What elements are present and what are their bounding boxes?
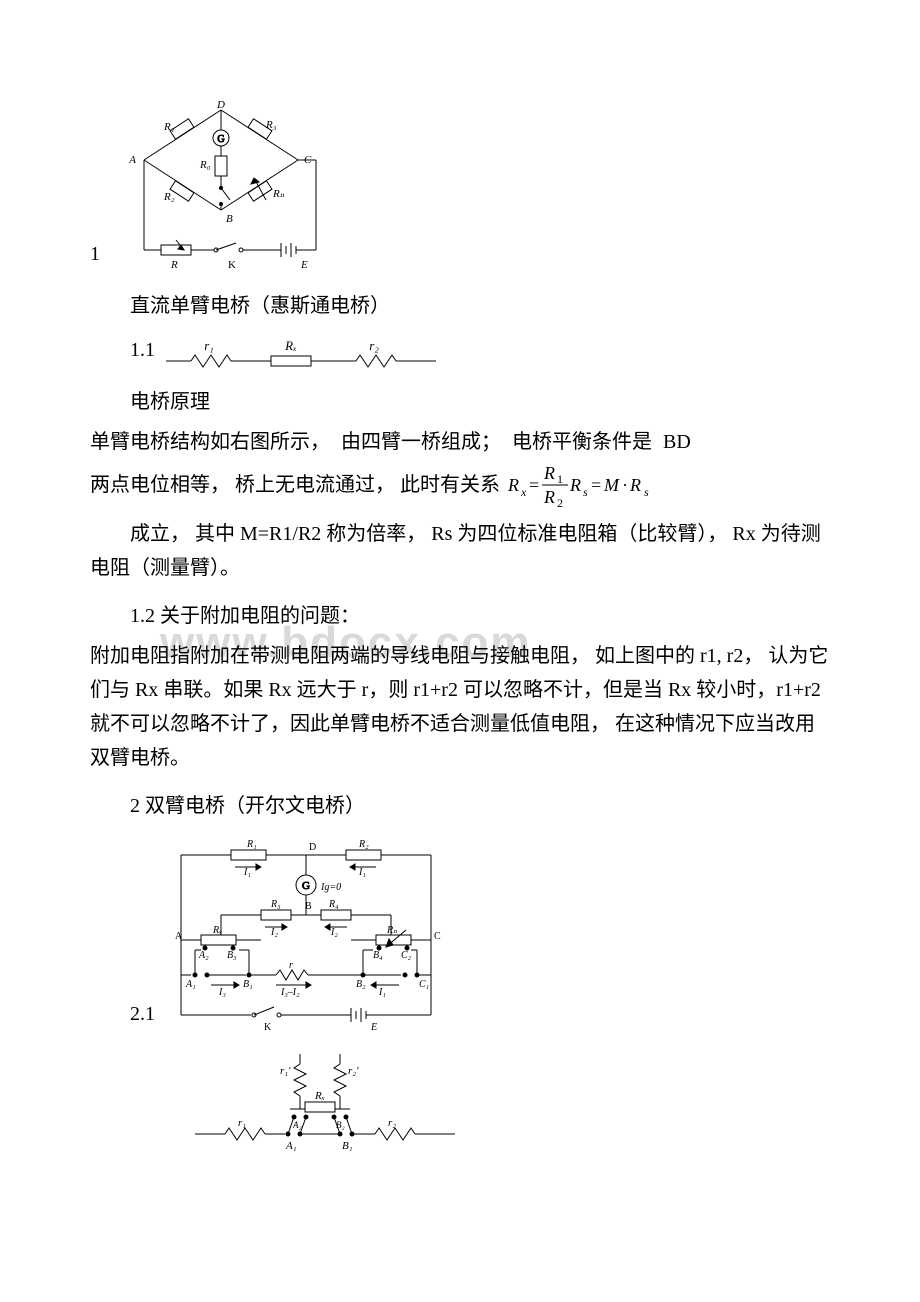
para-3: 成立， 其中 M=R1/R2 称为倍率， Rs 为四位标准电阻箱（比较臂）， R…	[90, 517, 830, 585]
figure-1-row: 1 G	[90, 100, 830, 275]
svg-text:G: G	[302, 880, 310, 892]
svg-text:2: 2	[557, 496, 563, 507]
svg-text:B₁: B₁	[342, 1140, 353, 1152]
svg-text:x: x	[520, 485, 527, 499]
figure-1-1-label: 1.1	[130, 333, 155, 371]
para-1: 单臂电桥结构如右图所示， 由四臂一桥组成； 电桥平衡条件是 BD	[90, 425, 830, 459]
svg-text:G: G	[217, 134, 224, 145]
svg-text:I₁: I₁	[358, 867, 366, 878]
svg-text:R: R	[629, 475, 641, 495]
svg-text:R₁: R₁	[163, 121, 175, 133]
section-1-2-title: 1.2 关于附加电阻的问题：	[90, 599, 830, 633]
figure-2-1-row: 2.1 G	[130, 835, 830, 1035]
svg-text:Rₙ: Rₙ	[386, 925, 397, 936]
svg-text:D: D	[309, 842, 316, 853]
svg-text:I₁: I₁	[243, 867, 251, 878]
svg-text:r₂: r₂	[388, 1117, 396, 1129]
svg-text:R₀: R₀	[199, 159, 211, 171]
svg-text:=: =	[591, 475, 601, 495]
svg-text:R: R	[507, 475, 519, 495]
svg-text:A₁: A₁	[285, 1140, 297, 1152]
svg-text:R₁: R₁	[246, 839, 257, 850]
para-2-formula: 两点电位相等， 桥上无电流通过， 此时有关系 R x = R 1 R 2 R s…	[90, 463, 830, 507]
svg-text:R: R	[170, 259, 178, 271]
svg-text:r₂: r₂	[369, 339, 379, 353]
svg-text:A: A	[128, 154, 136, 166]
svg-text:A: A	[175, 931, 183, 942]
svg-text:s: s	[644, 485, 649, 499]
svg-text:R₃: R₃	[270, 899, 281, 910]
svg-text:D: D	[216, 100, 225, 111]
svg-text:I₂: I₂	[330, 927, 338, 938]
svg-text:R₃: R₃	[265, 119, 277, 131]
svg-text:C₁: C₁	[419, 979, 429, 990]
svg-text:C: C	[434, 931, 441, 942]
svg-text:1: 1	[557, 472, 563, 486]
svg-text:Ig=0: Ig=0	[320, 882, 341, 893]
svg-text:B₁: B₁	[243, 979, 253, 990]
svg-text:A₂: A₂	[292, 1120, 302, 1130]
svg-text:=: =	[529, 475, 539, 495]
svg-text:R₂: R₂	[163, 191, 175, 203]
svg-text:C₂: C₂	[401, 950, 412, 961]
figure-1-1-row: 1.1 r₁ Rₓ r₂	[130, 333, 830, 371]
section-1-1-title: 电桥原理	[90, 385, 830, 419]
svg-text:R: R	[543, 463, 555, 483]
svg-text:r: r	[289, 960, 293, 971]
svg-text:r₁: r₁	[204, 339, 214, 353]
svg-text:r₁′: r₁′	[280, 1065, 291, 1077]
svg-text:A₁: A₁	[185, 979, 196, 990]
svg-text:R₄: R₄	[328, 899, 339, 910]
svg-text:Rₓ: Rₓ	[284, 339, 297, 353]
wheatstone-bridge-diagram: G	[106, 100, 341, 275]
svg-text:B₂: B₂	[356, 979, 366, 990]
svg-text:R: R	[543, 487, 555, 507]
svg-text:I₃–I₂: I₃–I₂	[280, 987, 300, 998]
svg-text:I₃: I₃	[218, 987, 226, 998]
formula-rx: R x = R 1 R 2 R s = M · R s	[506, 463, 676, 507]
page-content: 1 G	[90, 100, 830, 1159]
svg-text:B₂: B₂	[336, 1120, 345, 1130]
svg-text:R₂: R₂	[358, 839, 369, 850]
para-2-prefix: 两点电位相等， 桥上无电流通过， 此时有关系	[90, 468, 500, 502]
figure-2-1-label: 2.1	[130, 997, 155, 1035]
additional-resistance-diagram: r₁ Rₓ r₂	[161, 339, 441, 371]
para-4: 附加电阻指附加在带测电阻两端的导线电阻与接触电阻， 如上图中的 r1, r2， …	[90, 639, 830, 775]
section-1-title: 直流单臂电桥（惠斯通电桥）	[90, 289, 830, 323]
svg-text:B₄: B₄	[373, 950, 383, 961]
kelvin-bridge-diagram: G	[161, 835, 451, 1035]
svg-text:K: K	[228, 259, 236, 271]
svg-text:M: M	[603, 475, 620, 495]
svg-text:K: K	[264, 1022, 272, 1033]
svg-text:I₁: I₁	[378, 987, 386, 998]
svg-text:Rₓ: Rₓ	[314, 1090, 325, 1102]
figure-kelvin-detail-row: r₁′ r₂′ Rₓ A₂ B₂ r₁ r₂ A₁ B₁	[190, 1049, 830, 1159]
svg-text:I₂: I₂	[270, 927, 278, 938]
svg-text:B: B	[226, 213, 233, 225]
svg-text:E: E	[300, 259, 308, 271]
svg-text:E: E	[370, 1022, 377, 1033]
svg-text:R: R	[569, 475, 581, 495]
svg-text:Rₓ: Rₓ	[212, 925, 222, 936]
svg-text:B₃: B₃	[227, 950, 237, 961]
section-2-title: 2 双臂电桥（开尔文电桥）	[90, 789, 830, 823]
svg-text:s: s	[583, 485, 588, 499]
svg-text:B: B	[305, 901, 312, 912]
svg-text:A₂: A₂	[198, 950, 209, 961]
svg-text:C: C	[304, 154, 312, 166]
svg-text:r₁: r₁	[238, 1117, 246, 1129]
figure-1-label: 1	[90, 237, 100, 275]
svg-text:Rₙ: Rₙ	[272, 188, 285, 200]
svg-text:·: ·	[622, 475, 628, 495]
kelvin-detail-diagram: r₁′ r₂′ Rₓ A₂ B₂ r₁ r₂ A₁ B₁	[190, 1049, 460, 1159]
svg-text:r₂′: r₂′	[348, 1065, 359, 1077]
